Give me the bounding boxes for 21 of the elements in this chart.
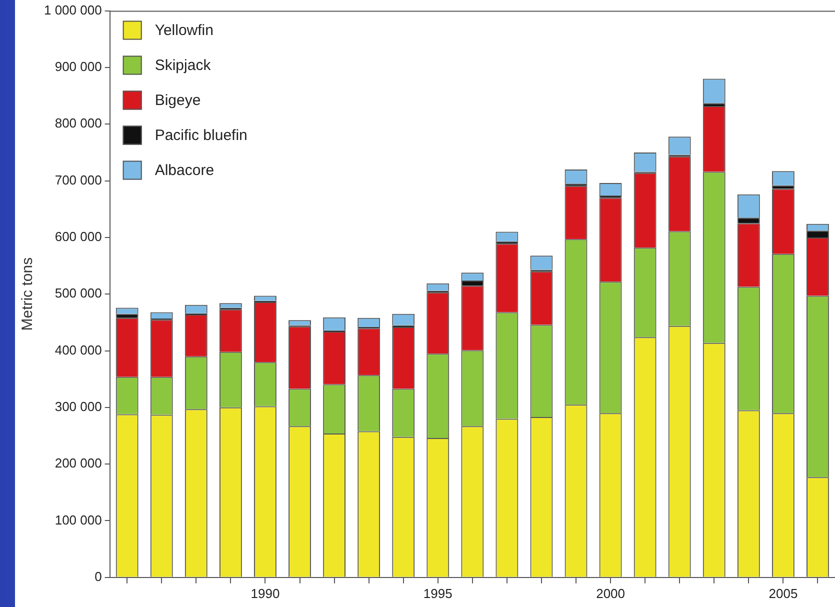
y-axis-title: Metric tons (19, 257, 36, 331)
legend-label: Bigeye (154, 92, 201, 109)
y-tick-label: 400 000 (54, 342, 102, 358)
x-tick-label: 1995 (423, 586, 452, 601)
y-tick-label: 500 000 (54, 286, 102, 301)
legend-label: Albacore (154, 162, 214, 179)
x-tick-label: 1990 (250, 586, 280, 601)
legend-label: Yellowfin (154, 22, 214, 39)
y-tick-label: 800 000 (54, 116, 102, 131)
y-tick-label: 300 000 (54, 399, 102, 414)
y-tick-label: 600 000 (54, 229, 102, 244)
legend-label: Pacific bluefin (154, 126, 248, 144)
y-tick-label: 0 (94, 568, 102, 584)
x-tick-label: 2005 (768, 586, 798, 601)
y-tick-label: 100 000 (54, 512, 102, 528)
y-tick-label: 900 000 (54, 59, 102, 74)
y-tick-label: 1 000 000 (44, 2, 102, 18)
legend-label: Skipjack (154, 56, 212, 74)
y-tick-label: 200 000 (54, 456, 102, 471)
x-tick-label: 2000 (596, 586, 626, 601)
y-tick-label: 700 000 (54, 172, 102, 188)
